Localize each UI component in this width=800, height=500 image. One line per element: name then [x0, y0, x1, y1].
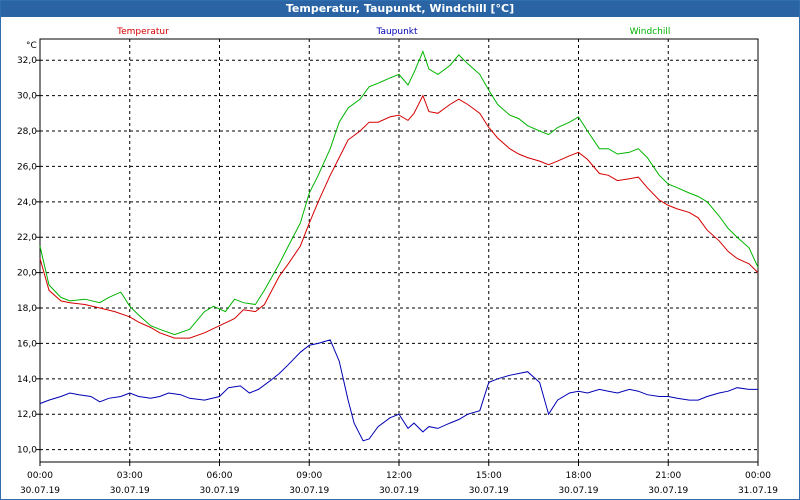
series-line-windchill [39, 49, 759, 336]
series-line-taupunkt [39, 339, 758, 442]
legend-entry-windchill: Windchill [630, 27, 671, 37]
x-tick-date-label: 30.07.19 [110, 486, 150, 496]
x-axis-ticks: 00:00 30.07.19 03:00 30.07.19 06:00 30.07.19 0… [20, 462, 778, 496]
x-tick-date-label: 30.07.19 [199, 486, 239, 496]
grid-lines [40, 39, 758, 462]
y-tick-label: 16,0 [17, 339, 37, 349]
x-tick-date-label: 30.07.19 [558, 486, 598, 496]
x-tick-time-label: 12:00 [386, 471, 412, 481]
x-tick-time-label: 18:00 [566, 471, 592, 481]
series-lines [39, 49, 759, 442]
y-tick-label: 28,0 [17, 127, 37, 137]
x-tick-time-label: 00:00 [27, 471, 53, 481]
x-tick-time-label: 06:00 [207, 471, 233, 481]
x-tick-date-label: 30.07.19 [469, 486, 509, 496]
y-tick-label: 14,0 [17, 375, 37, 385]
legend-entry-taupunkt: Taupunkt [375, 27, 418, 37]
y-tick-label: 20,0 [17, 269, 37, 279]
x-tick-time-label: 03:00 [117, 471, 143, 481]
x-tick-time-label: 00:00 [745, 471, 771, 481]
y-tick-label: 10,0 [17, 446, 37, 456]
x-tick-time-label: 21:00 [655, 471, 681, 481]
y-tick-label: 18,0 [17, 304, 37, 314]
y-axis-unit-label: °C [26, 41, 37, 51]
x-tick-date-label: 31.07.19 [738, 486, 778, 496]
series-line-temperatur [39, 94, 759, 339]
y-tick-label: 26,0 [17, 162, 37, 172]
y-tick-label: 24,0 [17, 198, 37, 208]
window-title: Temperatur, Taupunkt, Windchill [°C] [1, 1, 799, 17]
y-axis-ticks: 10,0 12,0 14,0 16,0 18,0 20,0 22,0 24,0 26,0 28,0… [17, 56, 40, 456]
x-tick-date-label: 30.07.19 [20, 486, 60, 496]
y-tick-label: 12,0 [17, 410, 37, 420]
y-tick-label: 32,0 [17, 56, 37, 66]
x-tick-date-label: 30.07.19 [648, 486, 688, 496]
y-tick-label: 22,0 [17, 233, 37, 243]
legend: Temperatur Taupunkt Windchill [116, 27, 670, 37]
legend-entry-temperatur: Temperatur [116, 27, 169, 37]
x-tick-time-label: 09:00 [296, 471, 322, 481]
x-tick-time-label: 15:00 [476, 471, 502, 481]
x-tick-date-label: 30.07.19 [289, 486, 329, 496]
x-tick-date-label: 30.07.19 [379, 486, 419, 496]
y-tick-label: 30,0 [17, 92, 37, 102]
